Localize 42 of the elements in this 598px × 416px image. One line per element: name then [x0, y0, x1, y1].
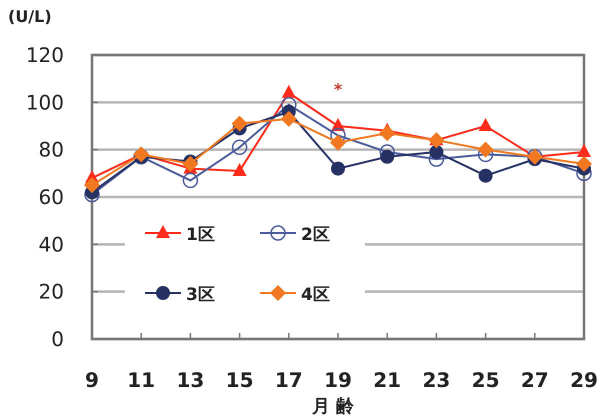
point	[232, 116, 248, 132]
point	[84, 177, 100, 194]
legend-label: 4区	[301, 285, 330, 305]
annotation: *	[334, 80, 343, 99]
point	[330, 134, 346, 151]
point	[282, 84, 296, 98]
x-tick-label: 27	[520, 368, 549, 392]
point	[478, 168, 493, 183]
x-tick-label: 15	[226, 368, 254, 392]
legend-label: 2区	[301, 225, 330, 245]
legend-label: 3区	[186, 285, 215, 305]
point	[280, 110, 297, 127]
point	[380, 150, 394, 164]
y-tick-label: 120	[26, 43, 64, 67]
y-tick-label: 100	[26, 90, 64, 114]
y-tick-label: 80	[38, 138, 64, 162]
legend-label: 1区	[186, 225, 215, 245]
x-tick-label: 17	[274, 368, 303, 392]
point	[577, 144, 591, 158]
point	[429, 145, 444, 160]
point	[478, 142, 494, 158]
x-tick-label: 21	[373, 368, 402, 392]
x-tick-label: 13	[176, 368, 204, 392]
x-tick-label: 11	[127, 368, 156, 392]
y-tick-label: 20	[38, 280, 64, 304]
point	[232, 140, 248, 156]
point	[182, 172, 198, 188]
y-tick-label: 40	[38, 232, 64, 256]
x-axis-title: 月 齢	[310, 396, 356, 416]
y-tick-label: 0	[51, 327, 64, 351]
point	[331, 162, 345, 176]
point	[379, 125, 396, 142]
point	[182, 156, 198, 172]
x-tick-label: 9	[85, 368, 99, 392]
x-tick-label: 29	[570, 368, 598, 392]
x-tick-label: 19	[324, 368, 352, 392]
point	[478, 118, 493, 131]
y-axis-title: (U/L)	[8, 7, 52, 26]
y-tick-label: 60	[38, 185, 64, 209]
point	[576, 156, 592, 172]
x-tick-label: 25	[472, 368, 500, 392]
x-tick-label: 23	[422, 368, 450, 392]
